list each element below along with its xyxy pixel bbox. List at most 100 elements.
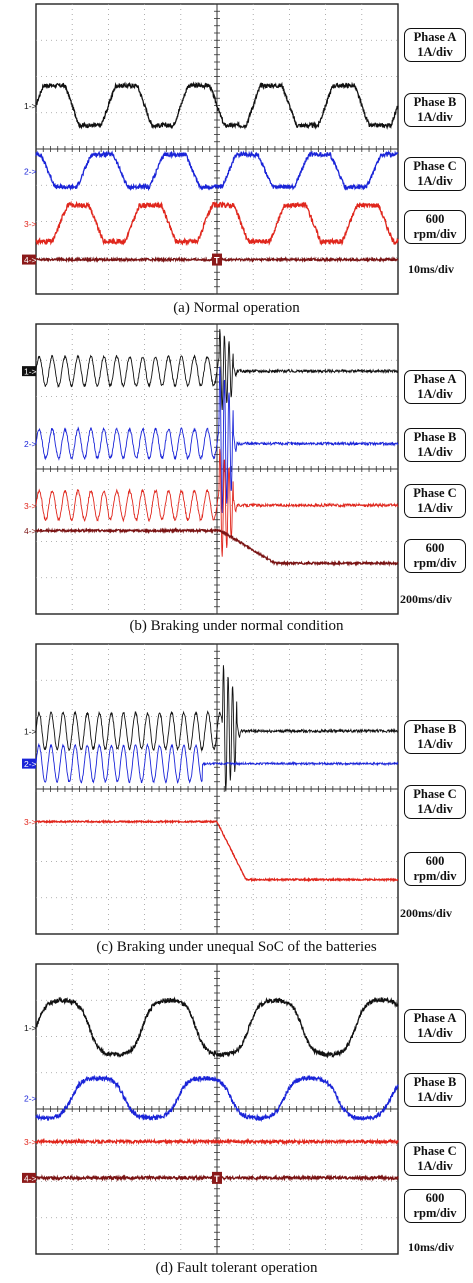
label-d-ch3-name: Phase C <box>413 1144 457 1158</box>
label-c-ch1-name: Phase B <box>413 722 457 736</box>
label-c-ch3: 600 rpm/div <box>404 852 466 886</box>
label-b-ch4-scale-1: 600 <box>425 541 445 555</box>
scope-d: 1-> 2-> 3-> 4-> T <box>22 963 399 1255</box>
label-b-ch4-scale-2: rpm/div <box>413 556 457 570</box>
trigger-marker-bg <box>212 1171 222 1184</box>
channel-marker-4: 4-> <box>22 1172 37 1183</box>
label-d-ch2: Phase B 1A/div <box>404 1073 466 1107</box>
panel-d: 1-> 2-> 3-> 4-> T Phase A 1A/div Phase B 1A/di… <box>0 962 473 1283</box>
channel-marker-text: 1-> <box>24 101 37 111</box>
channel-marker-1: 1-> <box>24 1023 37 1033</box>
channel-marker-text: 2-> <box>24 166 37 176</box>
caption-b: (b) Braking under normal condition <box>129 618 344 634</box>
label-b-ch3-scale: 1A/div <box>417 501 453 515</box>
trace-ch2 <box>35 366 399 514</box>
label-a-ch4-scale-1: 600 <box>425 212 445 226</box>
channel-marker-text: 2-> <box>24 439 37 449</box>
channel-marker-text: 2-> <box>24 1094 37 1104</box>
channel-marker-text: 1-> <box>24 1023 37 1033</box>
trigger-marker-bg <box>212 253 222 266</box>
label-d-ch3-scale: 1A/div <box>417 1159 453 1173</box>
panel-c: 1-> 2-> 3-> Phase B 1A/div Phase C 1A/div 60… <box>0 642 473 962</box>
label-c-ch2-scale: 1A/div <box>417 802 453 816</box>
channel-marker-text: 4-> <box>24 1173 37 1183</box>
channel-marker-text: 3-> <box>24 817 37 827</box>
label-b-ch1-name: Phase A <box>413 372 457 386</box>
channel-marker-text: 4-> <box>24 255 37 265</box>
channel-marker-3: 3-> <box>24 219 37 229</box>
label-a-ch1: Phase A 1A/div <box>404 28 466 62</box>
label-b-ch2: Phase B 1A/div <box>404 428 466 462</box>
channel-marker-2: 2-> <box>24 1094 37 1104</box>
channel-marker-bg <box>22 758 36 769</box>
caption-d: (d) Fault tolerant operation <box>155 1260 318 1276</box>
timebase-a: 10ms/div <box>408 262 455 276</box>
channel-marker-4: 4-> <box>22 254 37 265</box>
trace-ch1 <box>35 665 399 792</box>
panel-a: 1-> 2-> 3-> 4-> T Phase A 1A/div Phase B 1A/di… <box>0 0 473 323</box>
label-c-ch2-name: Phase C <box>413 787 457 801</box>
label-b-ch1: Phase A 1A/div <box>404 370 466 404</box>
channel-marker-bg <box>22 254 36 265</box>
trigger-marker-text: T <box>214 1174 220 1184</box>
label-b-ch3-name: Phase C <box>413 486 457 500</box>
trigger-marker: T <box>212 1171 222 1184</box>
label-c-ch3-scale-1: 600 <box>425 854 445 868</box>
timebase-b: 200ms/div <box>400 592 453 606</box>
channel-marker-3: 3-> <box>24 817 37 827</box>
trace-ch3 <box>35 1137 399 1146</box>
label-b-ch3: Phase C 1A/div <box>404 484 466 518</box>
trace-ch3 <box>35 818 399 883</box>
timebase-d: 10ms/div <box>408 1240 455 1254</box>
caption-c: (c) Braking under unequal SoC of the bat… <box>96 939 377 955</box>
label-b-ch1-scale: 1A/div <box>417 387 453 401</box>
trace-ch1 <box>35 81 399 130</box>
channel-marker-text: 1-> <box>24 727 37 737</box>
label-a-ch4-scale-2: rpm/div <box>413 227 457 241</box>
trace-ch2 <box>35 149 399 192</box>
channel-marker-1: 1-> <box>24 727 37 737</box>
scope-a: 1-> 2-> 3-> 4-> T <box>22 3 399 295</box>
label-c-ch2: Phase C 1A/div <box>404 785 466 819</box>
label-d-ch1: Phase A 1A/div <box>404 1009 466 1043</box>
trace-ch2 <box>35 742 399 784</box>
label-d-ch2-scale: 1A/div <box>417 1090 453 1104</box>
trace-ch1 <box>35 329 399 411</box>
trace-ch2 <box>35 1074 399 1122</box>
label-a-ch2: Phase B 1A/div <box>404 93 466 127</box>
trigger-marker-text: T <box>214 256 220 266</box>
label-c-ch1-scale: 1A/div <box>417 737 453 751</box>
label-d-ch4: 600 rpm/div <box>404 1189 466 1223</box>
channel-marker-bg <box>22 1172 36 1183</box>
channel-marker-text: 2-> <box>24 759 37 769</box>
timebase-c: 200ms/div <box>400 906 453 920</box>
label-a-ch3-name: Phase C <box>413 159 457 173</box>
channel-marker-text: 4-> <box>24 526 37 536</box>
trigger-marker: T <box>212 253 222 266</box>
channel-marker-4: 4-> <box>24 526 37 536</box>
label-d-ch2-name: Phase B <box>413 1075 457 1089</box>
label-a-ch1-scale: 1A/div <box>417 45 453 59</box>
caption-a: (a) Normal operation <box>173 300 300 316</box>
label-d-ch4-scale-1: 600 <box>425 1191 445 1205</box>
label-d-ch3: Phase C 1A/div <box>404 1142 466 1176</box>
label-d-ch1-scale: 1A/div <box>417 1026 453 1040</box>
trace-ch1 <box>35 996 399 1059</box>
label-a-ch1-name: Phase A <box>413 30 457 44</box>
channel-marker-bg <box>22 366 36 377</box>
channel-marker-2: 2-> <box>24 439 37 449</box>
trace-ch4 <box>35 527 399 567</box>
channel-marker-3: 3-> <box>24 1137 37 1147</box>
channel-marker-text: 3-> <box>24 501 37 511</box>
scope-c: 1-> 2-> 3-> <box>22 643 399 935</box>
scope-b: 1-> 2-> 3-> 4-> <box>22 323 399 615</box>
channel-marker-text: 1-> <box>24 367 37 377</box>
channel-marker-text: 3-> <box>24 1137 37 1147</box>
label-a-ch3: Phase C 1A/div <box>404 157 466 191</box>
panel-b: 1-> 2-> 3-> 4-> Phase A 1A/div Phase B 1A/div… <box>0 322 473 642</box>
channel-marker-1: 1-> <box>22 366 37 377</box>
channel-marker-1: 1-> <box>24 101 37 111</box>
label-b-ch2-scale: 1A/div <box>417 445 453 459</box>
label-a-ch2-name: Phase B <box>413 95 457 109</box>
channel-marker-2: 2-> <box>24 166 37 176</box>
